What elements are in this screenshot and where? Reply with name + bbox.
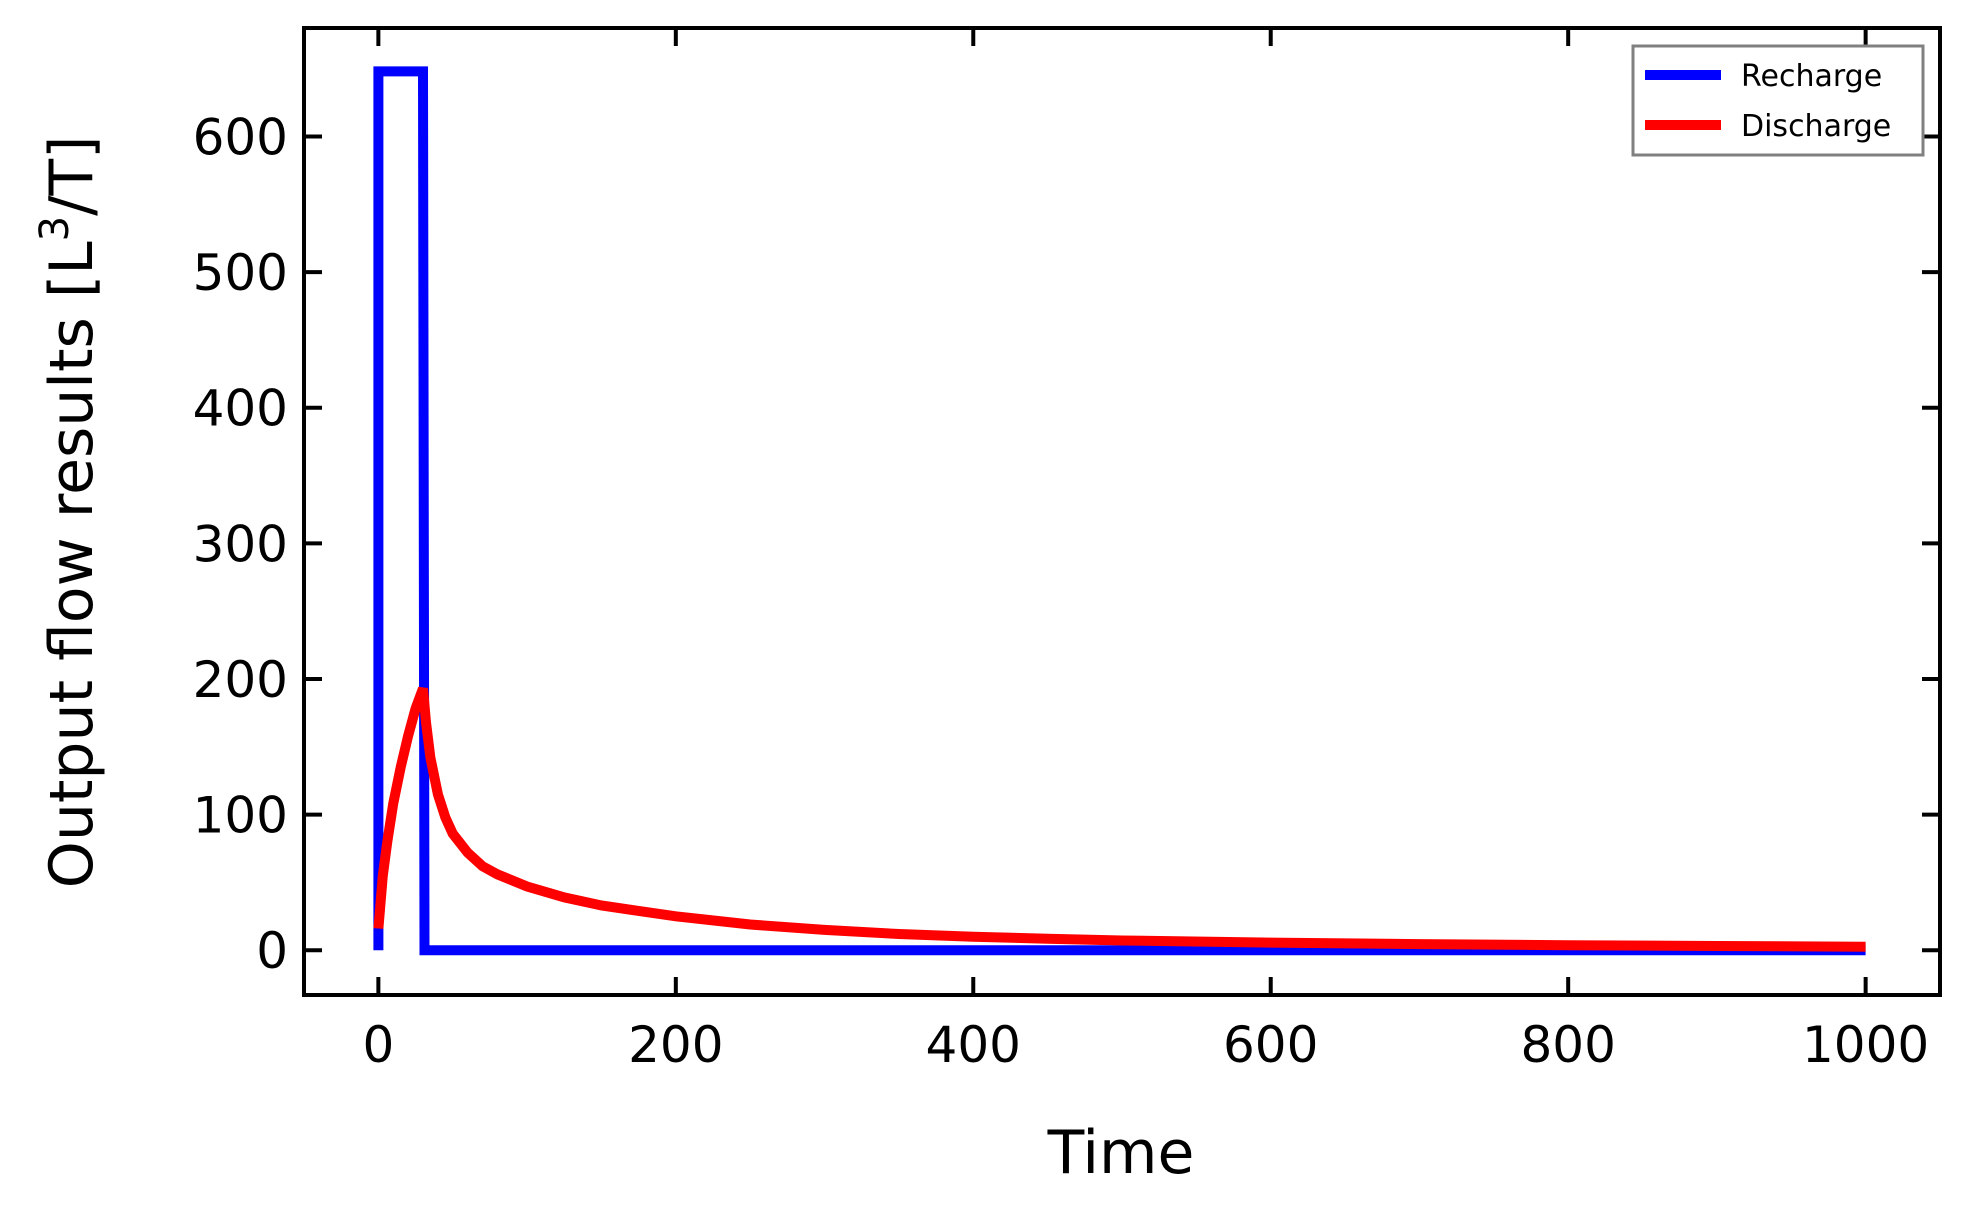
legend-box bbox=[1631, 44, 1925, 157]
y-axis-title: Output flow results [L3/T] bbox=[32, 136, 107, 889]
series-line-recharge bbox=[373, 66, 1866, 956]
y-axis-title-superscript: 3 bbox=[32, 216, 78, 241]
x-tick-label: 200 bbox=[628, 1016, 723, 1074]
x-tick-label: 400 bbox=[926, 1016, 1021, 1074]
y-tick-label: 500 bbox=[193, 244, 288, 302]
y-tick-label: 100 bbox=[193, 787, 288, 845]
x-axis-title: Time bbox=[1047, 1118, 1195, 1188]
series-line-discharge bbox=[373, 686, 1866, 952]
y-tick-label: 400 bbox=[193, 380, 288, 438]
plot-frame bbox=[302, 26, 1942, 997]
x-tick-label: 1000 bbox=[1802, 1016, 1929, 1074]
y-tick-label: 0 bbox=[256, 922, 288, 980]
x-tick-label: 600 bbox=[1223, 1016, 1318, 1074]
y-tick-label: 300 bbox=[193, 515, 288, 573]
legend-label-discharge: Discharge bbox=[1741, 109, 1891, 144]
plot-area: 0 200 400 600 800 1000 0 100 200 300 400 500 600 Rech… bbox=[193, 26, 1942, 1074]
legend-label-recharge: Recharge bbox=[1741, 59, 1882, 94]
svg-text:Output flow results [L3/T]: Output flow results [L3/T] bbox=[32, 136, 107, 889]
x-tick-label: 800 bbox=[1520, 1016, 1615, 1074]
y-tick-label: 600 bbox=[193, 108, 288, 166]
y-axis-title-main: Output flow results [L bbox=[37, 241, 107, 889]
x-tick-label: 0 bbox=[362, 1016, 394, 1074]
y-tick-label: 200 bbox=[193, 651, 288, 709]
y-axis-title-tail: /T] bbox=[37, 136, 107, 216]
